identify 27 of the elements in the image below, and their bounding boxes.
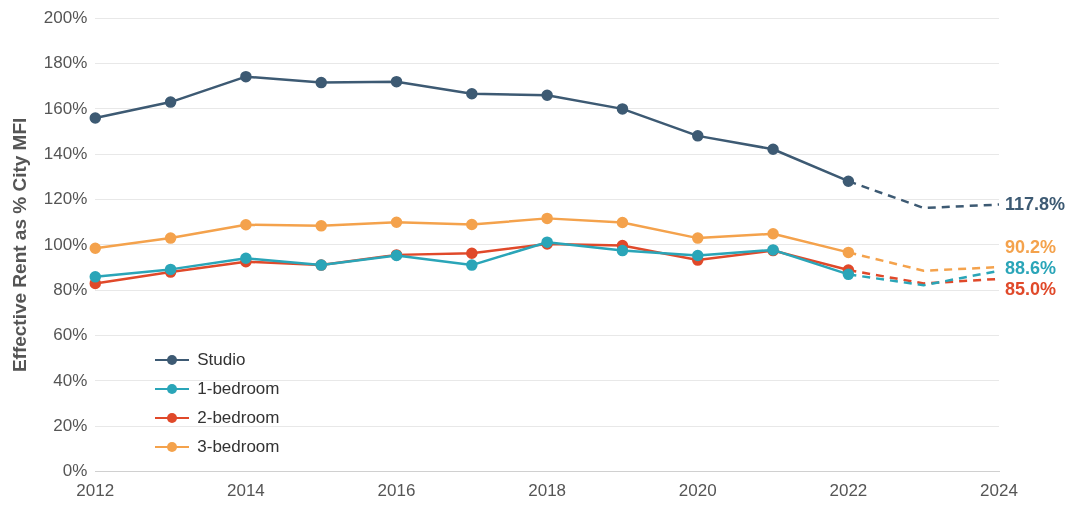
data-label: 117.8% (1005, 193, 1066, 214)
y-tick-label: 140% (43, 143, 88, 163)
x-tick-label: 2024 (980, 481, 1018, 501)
x-tick-label: 2012 (76, 481, 115, 501)
data-label: 85.0% (1005, 278, 1057, 299)
data-label: 90.2% (1005, 236, 1057, 257)
data-label: 88.6% (1005, 257, 1057, 278)
legend-label: Studio (197, 350, 246, 371)
y-tick-label: 100% (43, 234, 88, 254)
y-tick-label: 40% (53, 370, 88, 390)
y-tick-label: 60% (53, 325, 88, 345)
y-tick-label: 180% (43, 53, 88, 73)
x-tick-label: 2018 (528, 481, 567, 501)
y-tick-label: 120% (43, 189, 88, 209)
x-tick-label: 2022 (829, 481, 868, 501)
y-tick-label: 200% (43, 7, 88, 27)
y-axis-title: Effective Rent as % City MFI (8, 117, 30, 373)
y-tick-label: 0% (62, 461, 88, 481)
y-tick-label: 160% (43, 98, 88, 118)
x-tick-label: 2016 (377, 481, 416, 501)
y-tick-label: 20% (53, 415, 88, 435)
legend-label: 2-bedroom (197, 408, 280, 429)
x-tick-label: 2020 (678, 481, 717, 501)
legend-label: 3-bedroom (197, 437, 280, 458)
x-tick-label: 2014 (226, 481, 265, 501)
legend-label: 1-bedroom (197, 379, 280, 400)
y-tick-label: 80% (53, 279, 88, 299)
